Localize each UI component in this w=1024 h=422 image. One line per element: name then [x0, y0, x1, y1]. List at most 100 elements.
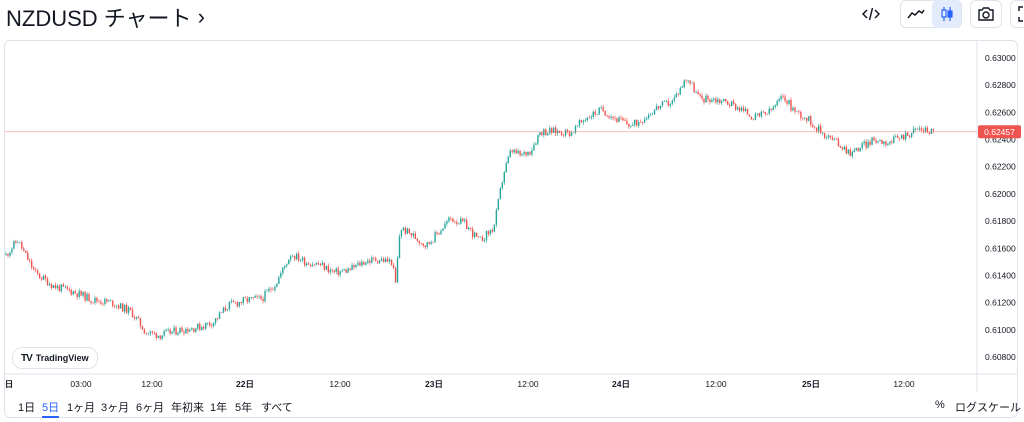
tradingview-logo[interactable]: TV TradingView — [12, 347, 98, 369]
candle-body — [68, 288, 70, 290]
candle-body — [604, 111, 606, 116]
candle-body — [309, 264, 312, 267]
candle-body — [802, 118, 804, 119]
candle-body — [212, 322, 215, 327]
candle-body — [288, 259, 290, 265]
range-1d[interactable]: 1日 — [18, 402, 36, 414]
range-1y[interactable]: 1年 — [210, 402, 228, 414]
candle-body — [653, 109, 656, 115]
candle-body — [831, 137, 834, 140]
candle-body — [899, 137, 901, 139]
time-tick-label: 12:00 — [141, 379, 163, 389]
candle-body — [584, 120, 587, 121]
page-title[interactable]: NZDUSD チャート › — [6, 2, 205, 32]
candle-body — [887, 143, 889, 145]
range-5d[interactable]: 5日 — [42, 399, 60, 418]
candle-body — [916, 128, 919, 130]
candle-body — [578, 120, 581, 126]
candle-body — [21, 242, 23, 249]
candle-body — [15, 241, 17, 243]
price-tick-label: 0.62200 — [985, 162, 1016, 172]
range-5y[interactable]: 5年 — [235, 402, 253, 414]
candle-body — [885, 141, 887, 145]
candle-body — [535, 143, 537, 145]
range-1m[interactable]: 1ヶ月 — [67, 402, 96, 414]
candle-body — [201, 327, 203, 330]
candle-body — [303, 257, 306, 266]
candle-body — [155, 333, 157, 338]
candle-body — [56, 285, 59, 289]
candle-body — [705, 95, 707, 103]
range-3m[interactable]: 3ヶ月 — [101, 402, 130, 414]
candle-body — [119, 303, 122, 309]
range-6m[interactable]: 6ヶ月 — [136, 402, 165, 414]
candle-body — [420, 243, 422, 244]
candle-body — [29, 259, 31, 261]
candle-body — [127, 307, 130, 313]
candle-body — [116, 305, 118, 307]
candle-body — [363, 261, 365, 265]
candle-body — [406, 228, 409, 234]
candle-body — [681, 87, 683, 88]
candle-body — [926, 127, 929, 133]
candle-body — [624, 120, 626, 121]
candle-body — [717, 99, 719, 103]
candle-body — [651, 114, 654, 115]
candle-body — [525, 152, 527, 156]
candle-body — [167, 329, 169, 331]
candle-body — [843, 146, 846, 150]
candle-body — [614, 118, 616, 119]
candle-body — [36, 270, 39, 274]
log-scale-toggle[interactable]: ログスケール — [955, 402, 1021, 414]
line-style-button[interactable] — [901, 0, 931, 28]
candle-style-button[interactable] — [932, 0, 961, 28]
price-chart[interactable]: 0.63000 0.62800 0.62600 0.62400 0.62200 0.620… — [0, 0, 1024, 400]
embed-code-button[interactable] — [856, 0, 886, 28]
candle-body — [386, 258, 389, 262]
candle-body — [853, 149, 855, 152]
candle-body — [398, 236, 401, 259]
candle-body — [418, 240, 420, 244]
candle-body — [7, 253, 9, 256]
candle-body — [547, 133, 549, 136]
candle-body — [679, 87, 681, 95]
candle-body — [893, 136, 895, 143]
fullscreen-button[interactable] — [1011, 0, 1024, 28]
candle-body — [282, 267, 284, 274]
percent-scale-toggle[interactable]: % — [935, 399, 945, 411]
candle-body — [280, 273, 282, 278]
candle-body — [191, 328, 193, 330]
candle-body — [76, 293, 78, 298]
candle-body — [782, 96, 784, 97]
candle-body — [42, 275, 45, 280]
candle-body — [610, 116, 612, 118]
candle-body — [110, 300, 112, 301]
candle-body — [70, 289, 72, 295]
candle-body — [766, 113, 768, 115]
snapshot-button[interactable] — [971, 0, 1001, 28]
price-tick-label: 0.62400 — [985, 135, 1016, 145]
candle-body — [161, 335, 163, 339]
range-all[interactable]: すべて — [261, 402, 293, 414]
candle-body — [270, 288, 272, 290]
candle-body — [139, 318, 142, 327]
candle-body — [495, 209, 498, 225]
candle-body — [379, 260, 381, 263]
candle-body — [256, 295, 258, 297]
range-ytd[interactable]: 年初来 — [171, 402, 204, 414]
candle-body — [339, 271, 341, 275]
candle-body — [351, 265, 353, 271]
candle-body — [701, 95, 703, 99]
candle-body — [254, 295, 256, 298]
candle-body — [691, 83, 693, 84]
candle-body — [861, 143, 863, 149]
candle-body — [719, 99, 721, 103]
candle-body — [210, 325, 213, 327]
candle-body — [19, 242, 21, 243]
candle-body — [375, 258, 377, 261]
candle-body — [317, 263, 320, 265]
candle-body — [715, 98, 717, 103]
time-tick-label: 22日 — [236, 379, 254, 389]
candle-body — [112, 300, 114, 307]
time-tick-label: 12:00 — [705, 379, 727, 389]
